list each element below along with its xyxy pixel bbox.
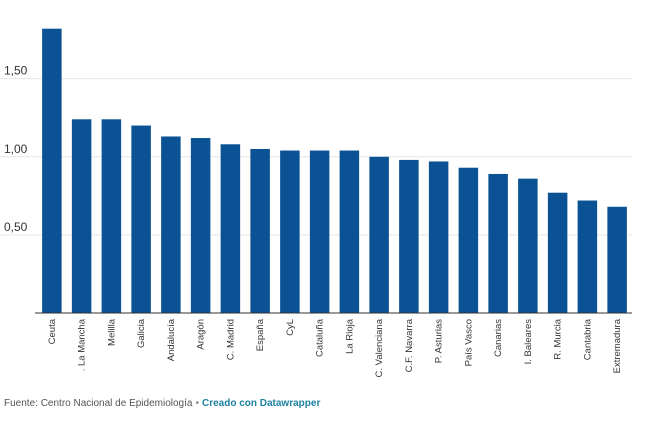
y-axis-ticks: 0,50 1,00 1,50 (4, 64, 28, 234)
bar (280, 150, 300, 313)
bar (161, 136, 181, 313)
footer: Fuente: Centro Nacional de Epidemiología… (4, 398, 320, 409)
bar (577, 200, 598, 313)
x-tick-label: Melilla (106, 318, 117, 346)
x-tick-label: CyL (285, 319, 296, 336)
y-tick-label: 1,00 (4, 142, 28, 156)
x-tick-label: Cataluña (315, 318, 326, 357)
x-tick-label: . La Mancha (77, 318, 88, 371)
x-tick-label: Cantabria (582, 318, 593, 360)
x-tick-label: Ceuta (47, 318, 58, 344)
bar (458, 167, 479, 313)
bar (309, 150, 330, 313)
y-tick-label: 1,50 (4, 64, 28, 78)
x-tick-label: Galicia (136, 318, 147, 348)
bar (399, 159, 419, 313)
bar (607, 206, 627, 313)
bar (488, 173, 508, 313)
bar (428, 161, 449, 313)
bar (42, 28, 62, 313)
bar (131, 125, 151, 313)
footer-separator: • (195, 398, 199, 409)
bar (101, 119, 122, 313)
bar (547, 192, 568, 313)
bar (71, 119, 92, 313)
x-tick-label: País Vasco (463, 319, 474, 366)
source-note: Fuente: Centro Nacional de Epidemiología (4, 398, 193, 409)
x-tick-label: P. Asturias (434, 319, 445, 363)
x-tick-label: España (255, 318, 266, 351)
datawrapper-credit-link[interactable]: Creado con Datawrapper (201, 398, 321, 409)
x-tick-label: I. Baleares (523, 319, 534, 365)
bars (42, 28, 627, 313)
x-tick-label: R. Murcia (553, 318, 564, 359)
x-tick-label: C. Madrid (225, 319, 236, 360)
x-tick-label: La Rioja (344, 318, 355, 354)
x-tick-label: Aragón (196, 319, 207, 350)
x-tick-label: C. Valenciana (374, 318, 385, 377)
bar (220, 144, 241, 313)
bar (339, 150, 360, 313)
x-axis-labels: Ceuta . La Mancha Melilla Galicia Andalucía A… (47, 318, 623, 377)
x-tick-label: C.F. Navarra (404, 318, 415, 372)
bar (518, 178, 538, 313)
x-tick-label: Andalucía (166, 318, 177, 361)
y-tick-label: 0,50 (4, 220, 28, 234)
bar (190, 138, 211, 313)
bar (369, 156, 389, 313)
x-tick-label: Extremadura (612, 318, 623, 373)
bar-chart: 0,50 1,00 1,50 Ceuta . La Mancha Melilla Gali… (0, 28, 632, 377)
x-tick-label: Canarias (493, 319, 504, 357)
bar (250, 148, 270, 313)
